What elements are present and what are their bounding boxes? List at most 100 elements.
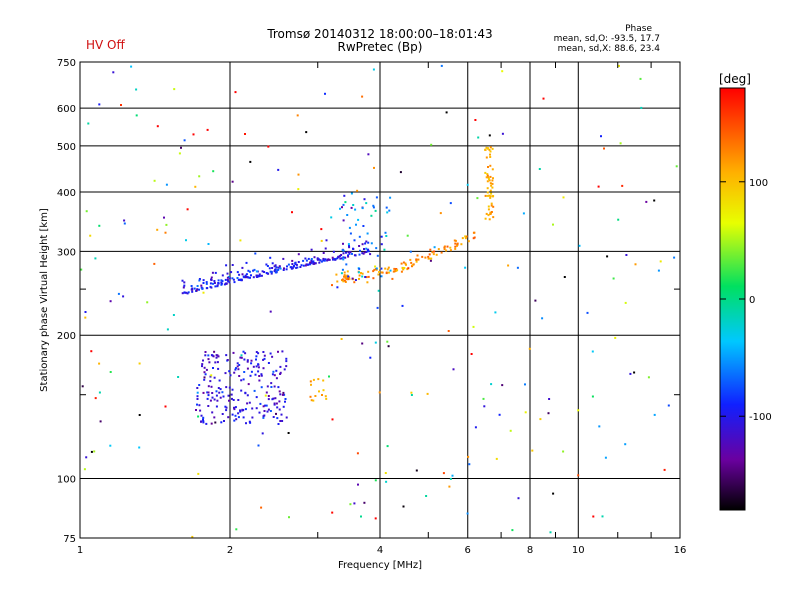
data-point <box>339 254 342 257</box>
data-point <box>210 278 212 281</box>
data-point <box>284 398 287 400</box>
data-point <box>353 281 356 284</box>
data-point <box>356 452 359 455</box>
data-point <box>343 271 346 274</box>
x-tick-label: 10 <box>572 545 585 556</box>
data-point <box>239 356 242 359</box>
data-point <box>294 262 297 265</box>
data-point <box>205 281 208 284</box>
data-point <box>486 173 489 176</box>
data-point <box>487 176 490 179</box>
data-point <box>197 415 200 418</box>
data-point <box>309 395 312 398</box>
data-point <box>342 258 345 261</box>
data-point <box>406 234 409 237</box>
data-point <box>487 208 490 211</box>
data-point <box>273 265 276 268</box>
data-point <box>429 257 432 260</box>
data-point <box>396 269 399 272</box>
data-point <box>226 272 229 275</box>
data-point <box>472 325 475 328</box>
data-point <box>591 395 594 398</box>
data-point <box>393 267 396 270</box>
data-point <box>267 395 270 397</box>
data-point <box>309 380 312 383</box>
data-point <box>342 256 345 259</box>
data-point <box>466 512 469 515</box>
data-point <box>202 418 204 421</box>
data-point <box>331 256 334 259</box>
data-point <box>264 394 267 397</box>
data-point <box>249 374 252 377</box>
data-point <box>207 354 210 357</box>
data-point <box>130 65 133 68</box>
data-point <box>291 211 293 214</box>
data-point <box>213 282 216 284</box>
data-point <box>464 237 467 240</box>
data-point <box>360 272 362 274</box>
data-point <box>331 284 333 287</box>
data-point <box>215 405 218 408</box>
data-point <box>305 263 308 266</box>
data-point <box>225 354 228 357</box>
data-point <box>433 246 436 249</box>
data-point <box>261 432 264 435</box>
data-point <box>344 281 347 283</box>
data-point <box>629 372 632 375</box>
data-point <box>210 276 213 279</box>
data-point <box>342 252 345 255</box>
data-point <box>226 359 229 361</box>
data-point <box>415 469 418 472</box>
data-point <box>314 262 317 265</box>
data-point <box>247 269 250 272</box>
data-point <box>492 177 494 180</box>
data-point <box>449 202 452 205</box>
data-point <box>380 275 383 278</box>
data-point <box>647 376 650 379</box>
data-point <box>90 350 93 353</box>
data-point <box>517 497 520 500</box>
data-point <box>236 365 239 368</box>
data-point <box>429 248 432 251</box>
data-point <box>196 395 199 398</box>
data-point <box>109 371 112 373</box>
data-point <box>234 414 237 417</box>
data-point <box>353 502 356 505</box>
data-point <box>205 422 208 425</box>
chart-subtitle: RwPretec (Bp) <box>337 40 423 54</box>
colorbar-tick-label: 0 <box>749 295 755 306</box>
data-point <box>374 209 377 212</box>
data-point <box>489 146 492 149</box>
data-point <box>228 281 231 284</box>
data-point <box>401 266 404 269</box>
data-point <box>203 366 206 369</box>
data-point <box>278 400 281 403</box>
data-point <box>277 266 280 269</box>
data-point <box>601 515 604 518</box>
data-point <box>279 373 282 375</box>
data-point <box>220 281 223 284</box>
data-point <box>235 418 238 421</box>
data-point <box>426 392 429 395</box>
data-point <box>208 361 211 364</box>
data-point <box>200 420 202 423</box>
data-point <box>123 219 126 222</box>
data-point <box>224 405 227 408</box>
data-point <box>501 132 504 135</box>
data-point <box>278 390 281 393</box>
data-point <box>205 368 208 371</box>
data-point <box>267 145 270 148</box>
data-point <box>531 449 534 452</box>
data-point <box>362 252 365 255</box>
data-point <box>186 208 189 211</box>
data-point <box>591 350 594 353</box>
data-point <box>489 175 492 178</box>
data-point <box>247 383 250 386</box>
data-point <box>197 472 200 475</box>
data-point <box>257 370 260 373</box>
data-point <box>449 477 452 480</box>
data-point <box>318 390 320 393</box>
data-point <box>362 225 365 227</box>
data-point <box>260 386 263 389</box>
data-point <box>367 241 370 244</box>
